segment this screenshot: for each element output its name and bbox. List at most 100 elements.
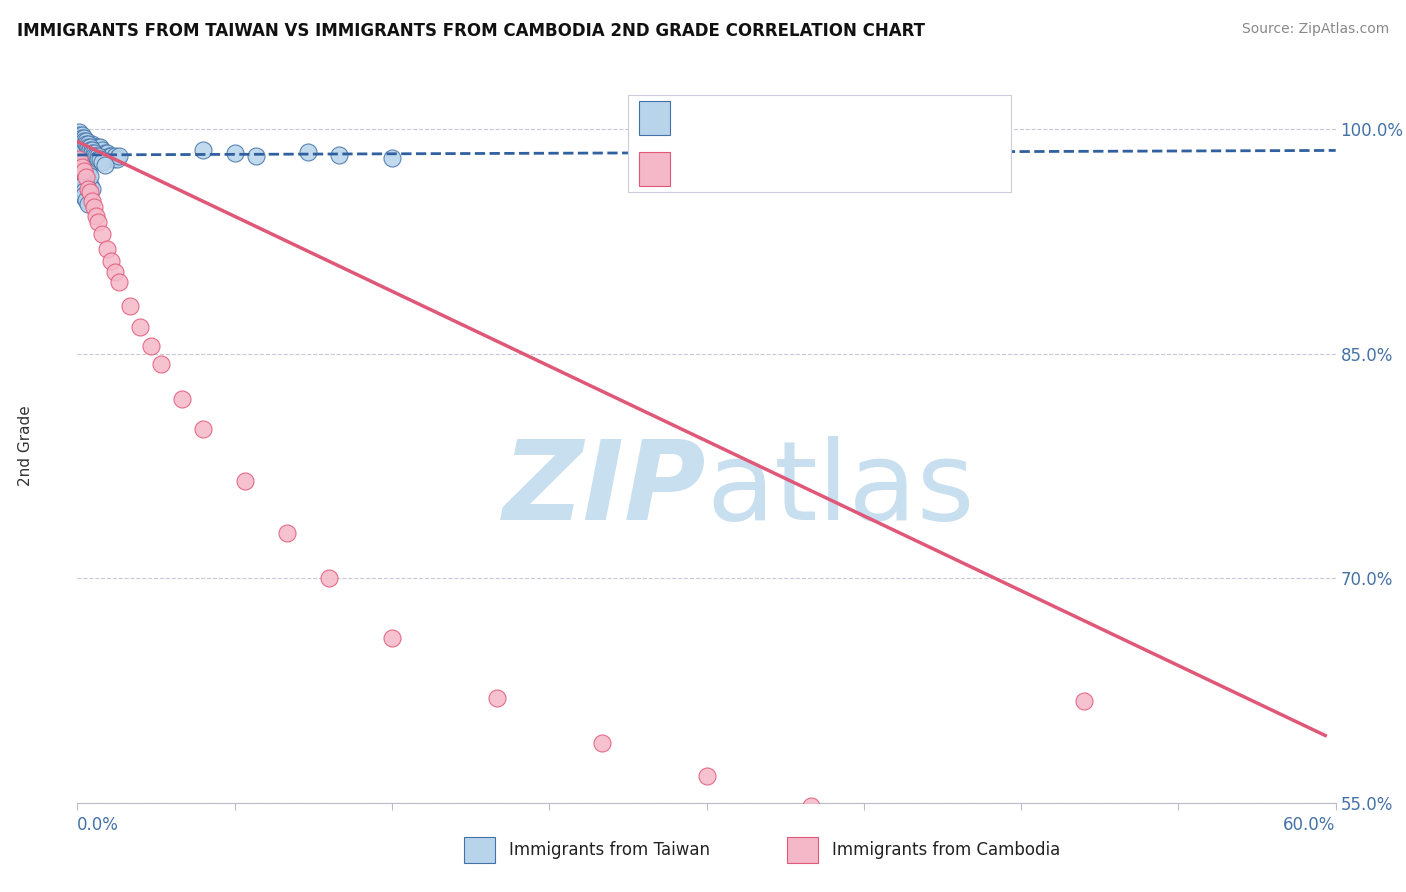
Point — [80, 194, 103, 209]
Point — [84, 140, 107, 154]
Point — [72, 190, 94, 204]
Point — [70, 145, 93, 159]
Point — [83, 153, 105, 167]
Point — [118, 299, 141, 313]
Text: Immigrants from Cambodia: Immigrants from Cambodia — [832, 841, 1060, 859]
Text: 93: 93 — [801, 109, 827, 127]
Point — [87, 146, 110, 161]
Point — [75, 153, 97, 167]
Text: 0.0%: 0.0% — [77, 816, 120, 834]
Point — [84, 146, 107, 161]
Text: -0.915: -0.915 — [713, 161, 778, 178]
Point — [87, 215, 110, 229]
Point — [79, 146, 101, 161]
Point — [485, 691, 508, 706]
Point — [76, 164, 98, 178]
Point — [80, 182, 103, 196]
Point — [79, 140, 101, 154]
Text: 2nd Grade: 2nd Grade — [18, 406, 32, 486]
Point — [67, 140, 90, 154]
Point — [75, 179, 97, 194]
Point — [70, 137, 93, 152]
Point — [800, 798, 823, 813]
Point — [76, 182, 98, 196]
Text: Immigrants from Taiwan: Immigrants from Taiwan — [509, 841, 710, 859]
Point — [96, 242, 118, 256]
Point — [79, 169, 101, 183]
Point — [101, 153, 124, 167]
Point — [76, 137, 98, 152]
Point — [76, 155, 98, 169]
Point — [75, 169, 97, 183]
Text: R =: R = — [682, 161, 721, 178]
Point — [72, 148, 94, 162]
Point — [70, 160, 93, 174]
Point — [1073, 694, 1095, 708]
Point — [591, 736, 613, 750]
Point — [83, 140, 105, 154]
Point — [150, 358, 173, 372]
Point — [84, 149, 107, 163]
Point — [70, 170, 93, 185]
Point — [72, 175, 94, 189]
Point — [87, 140, 110, 154]
Point — [75, 137, 97, 152]
Point — [67, 135, 90, 149]
Text: N =: N = — [769, 109, 808, 127]
Point — [72, 188, 94, 202]
Point — [79, 140, 101, 154]
Point — [91, 227, 114, 242]
Point — [89, 140, 111, 154]
Point — [75, 146, 97, 161]
Point — [129, 320, 152, 334]
Point — [381, 151, 404, 165]
Point — [70, 135, 93, 149]
Point — [100, 149, 122, 163]
Point — [245, 149, 267, 163]
Point — [75, 140, 97, 154]
Text: N =: N = — [776, 161, 815, 178]
Point — [172, 392, 194, 406]
Point — [67, 126, 90, 140]
Point — [76, 140, 98, 154]
Point — [93, 158, 115, 172]
Text: 30: 30 — [808, 161, 834, 178]
Point — [84, 209, 107, 223]
Point — [79, 153, 101, 167]
Point — [75, 170, 97, 185]
Point — [76, 149, 98, 163]
Point — [100, 254, 122, 268]
Point — [80, 144, 103, 158]
Text: Source: ZipAtlas.com: Source: ZipAtlas.com — [1241, 22, 1389, 37]
Point — [696, 769, 718, 783]
Point — [91, 149, 114, 163]
Point — [276, 526, 298, 541]
Point — [89, 146, 111, 161]
Point — [76, 173, 98, 187]
Point — [108, 149, 131, 163]
Point — [83, 146, 105, 161]
Text: atlas: atlas — [707, 436, 974, 543]
Point — [67, 137, 90, 152]
Text: ZIP: ZIP — [503, 436, 707, 543]
Point — [79, 186, 101, 200]
Text: IMMIGRANTS FROM TAIWAN VS IMMIGRANTS FROM CAMBODIA 2ND GRADE CORRELATION CHART: IMMIGRANTS FROM TAIWAN VS IMMIGRANTS FRO… — [17, 22, 925, 40]
Point — [76, 137, 98, 152]
Point — [87, 153, 110, 167]
Point — [70, 179, 93, 194]
Point — [80, 137, 103, 152]
Point — [89, 153, 111, 167]
Point — [70, 186, 93, 200]
Point — [139, 339, 162, 353]
Text: 60.0%: 60.0% — [1284, 816, 1336, 834]
Point — [67, 131, 90, 145]
Point — [70, 160, 93, 174]
Point — [72, 131, 94, 145]
Point — [75, 160, 97, 174]
Point — [80, 146, 103, 161]
Point — [67, 153, 90, 167]
Point — [87, 149, 110, 163]
Point — [105, 153, 128, 167]
Text: 0.044: 0.044 — [713, 109, 769, 127]
Text: R =: R = — [682, 109, 721, 127]
